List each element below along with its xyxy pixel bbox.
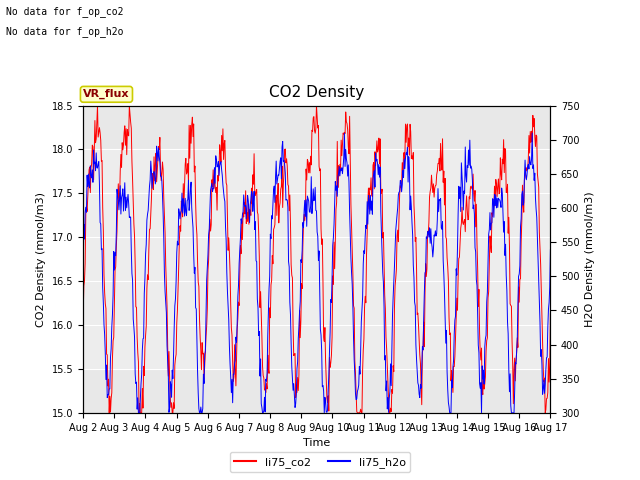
li75_h2o bbox=[88, 175, 95, 181]
li75_h2o bbox=[136, 395, 144, 401]
Bar bbox=[83, 149, 550, 369]
li75_co2 bbox=[93, 103, 101, 108]
Line: li75_h2o: li75_h2o bbox=[83, 133, 550, 413]
li75_h2o bbox=[184, 197, 191, 203]
li75_co2 bbox=[137, 410, 145, 416]
li75_h2o bbox=[79, 268, 87, 274]
li75_co2 bbox=[374, 145, 382, 151]
li75_h2o bbox=[209, 189, 216, 194]
Text: No data for f_op_h2o: No data for f_op_h2o bbox=[6, 25, 124, 36]
li75_h2o bbox=[374, 160, 381, 166]
li75_h2o bbox=[134, 410, 142, 416]
li75_h2o bbox=[529, 130, 536, 136]
X-axis label: Time: Time bbox=[303, 438, 330, 448]
Text: No data for f_op_co2: No data for f_op_co2 bbox=[6, 6, 124, 17]
Text: VR_flux: VR_flux bbox=[83, 89, 130, 99]
li75_co2 bbox=[79, 311, 87, 317]
Line: li75_co2: li75_co2 bbox=[83, 106, 550, 413]
Y-axis label: H2O Density (mmol/m3): H2O Density (mmol/m3) bbox=[585, 192, 595, 327]
li75_co2 bbox=[547, 311, 554, 317]
Legend: li75_co2, li75_h2o: li75_co2, li75_h2o bbox=[230, 452, 410, 472]
li75_co2 bbox=[209, 167, 217, 173]
Title: CO2 Density: CO2 Density bbox=[269, 85, 364, 100]
Y-axis label: CO2 Density (mmol/m3): CO2 Density (mmol/m3) bbox=[36, 192, 46, 327]
li75_co2 bbox=[106, 410, 113, 416]
li75_h2o bbox=[547, 247, 554, 252]
li75_co2 bbox=[388, 386, 396, 392]
li75_co2 bbox=[184, 179, 192, 184]
li75_h2o bbox=[387, 383, 395, 388]
li75_co2 bbox=[88, 161, 95, 167]
